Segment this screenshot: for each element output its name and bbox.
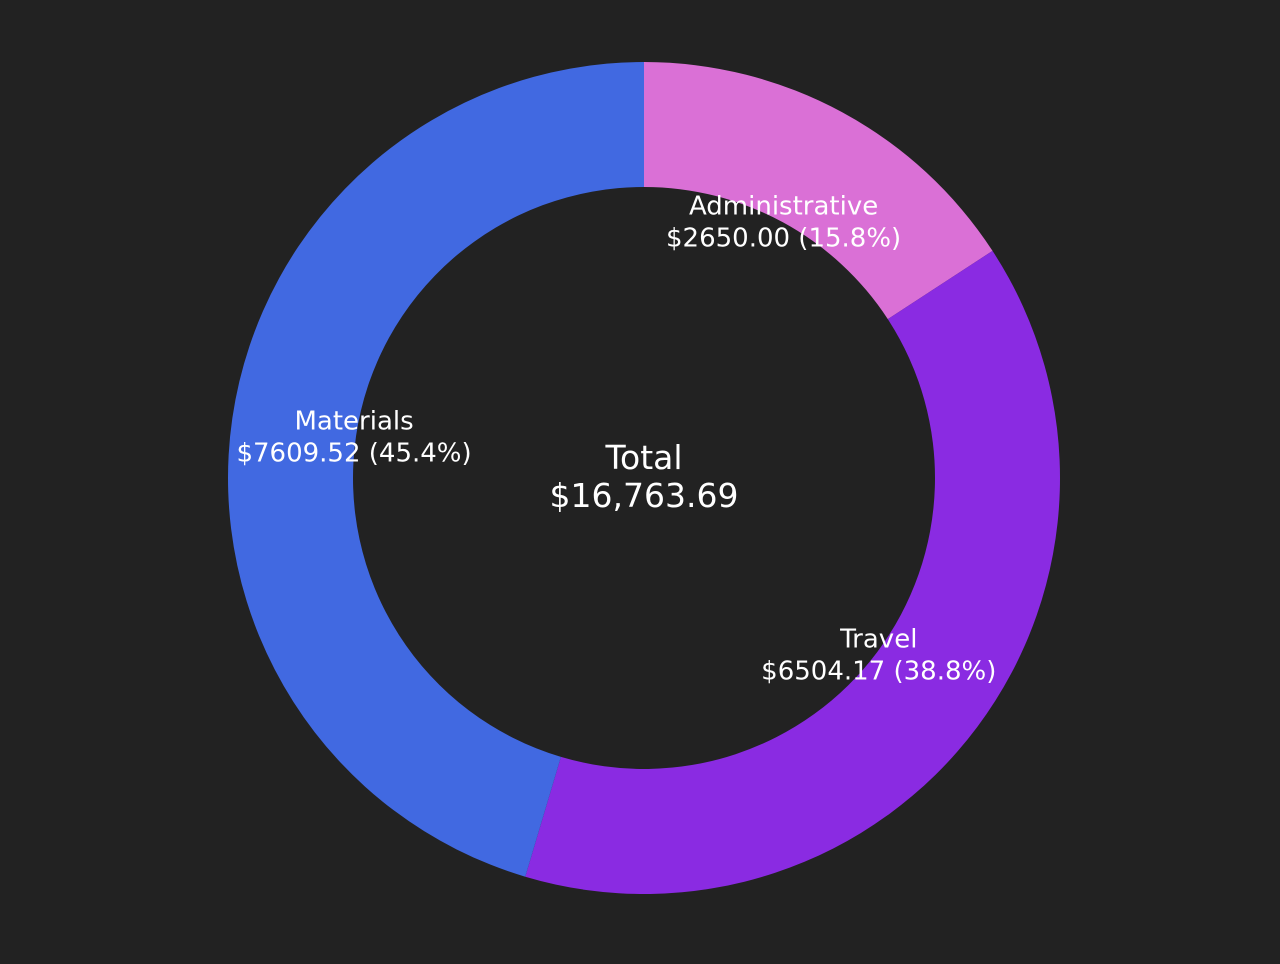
slice-labels: Administrative$2650.00 (15.8%) Travel$650… bbox=[236, 191, 996, 686]
slice-label-name-materials: Materials bbox=[294, 407, 413, 437]
slice-label-name-administrative: Administrative bbox=[689, 191, 878, 221]
slice-travel bbox=[525, 250, 1061, 895]
donut-slices bbox=[227, 62, 1061, 895]
slice-label-value-travel: $6504.17 (38.8%) bbox=[761, 656, 996, 686]
slice-administrative bbox=[644, 62, 993, 320]
center-total-title: Total bbox=[604, 438, 682, 477]
center-total-value: $16,763.69 bbox=[550, 476, 739, 515]
slice-materials bbox=[227, 62, 645, 877]
slice-label-name-travel: Travel bbox=[839, 624, 917, 654]
slice-label-value-administrative: $2650.00 (15.8%) bbox=[666, 223, 901, 253]
slice-label-value-materials: $7609.52 (45.4%) bbox=[236, 439, 471, 469]
